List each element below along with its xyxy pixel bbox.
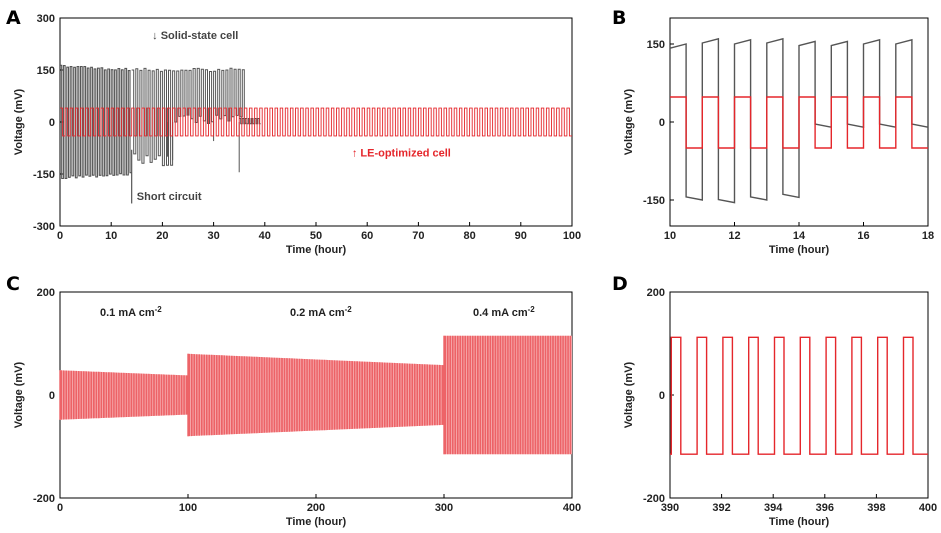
x-tick-label-c: 200 (307, 502, 325, 514)
x-tick-label-b: 18 (922, 230, 934, 242)
annotation-rate-2: 0.2 mA cm-2 (290, 305, 352, 320)
x-tick-label-b: 14 (793, 230, 806, 242)
x-tick-label-a: 80 (463, 230, 475, 242)
y-tick-label-a: 0 (49, 117, 55, 129)
x-tick-label-a: 30 (207, 230, 219, 242)
x-tick-label-b: 12 (728, 230, 740, 242)
y-tick-label-b: 150 (647, 39, 665, 51)
envelope-3 (444, 336, 572, 454)
y-tick-label-b: 0 (659, 117, 665, 129)
x-tick-label-d: 396 (816, 502, 834, 514)
x-tick-label-a: 50 (310, 230, 322, 242)
series-square-wave (670, 337, 928, 454)
panel-c: 0 100 200 300 400-2000200Time (hour)Voltage … (13, 287, 581, 528)
y-tick-label-d: 0 (659, 390, 665, 402)
x-tick-label-d: 394 (764, 502, 783, 514)
x-tick-label-a: 70 (412, 230, 424, 242)
y-tick-label-c: 0 (49, 390, 55, 402)
x-tick-label-a: 10 (105, 230, 117, 242)
x-tick-label-c: 100 (179, 502, 197, 514)
x-tick-label-d: 392 (712, 502, 730, 514)
x-tick-label-a: 90 (515, 230, 527, 242)
annotation-rate-sup: -2 (155, 305, 163, 314)
y-tick-label-d: -200 (643, 493, 665, 505)
panel-letter-b: B (612, 7, 626, 29)
y-axis-title-a: Voltage (mV) (13, 88, 25, 155)
y-tick-label-c: -200 (33, 493, 55, 505)
x-tick-label-a: 0 (57, 230, 63, 242)
y-tick-label-a: 300 (37, 13, 55, 25)
panel-d: 390 392 394 396 398 400-2000200Time (hour)Vol… (623, 287, 937, 528)
panel-letter-c: C (6, 273, 20, 295)
annotation-rate-1: 0.1 mA cm-2 (100, 305, 162, 320)
y-axis-title-c: Voltage (mV) (13, 361, 25, 428)
panel-letter-a: A (6, 7, 21, 29)
panel-b: 10 12 14 16 18 -150 0 150 Time (hour) Voltage (mV… (623, 18, 934, 256)
figure: A B C D 0 10 20 30 40 50 60 70 80 90 100-300-15001… (0, 0, 941, 533)
y-axis-title-d: Voltage (mV) (623, 361, 635, 428)
annotation-rate-sup: -2 (345, 305, 353, 314)
annotation-rate-text: 0.2 mA cm (290, 307, 345, 319)
annotation-short-circuit: Short circuit (137, 191, 202, 203)
x-tick-label-c: 300 (435, 502, 453, 514)
y-axis-title-b: Voltage (mV) (623, 88, 635, 155)
y-tick-label-a: -300 (33, 221, 55, 233)
x-axis-title-c: Time (hour) (286, 516, 347, 528)
annotation-rate-text: 0.4 mA cm (473, 307, 528, 319)
x-tick-label-a: 20 (156, 230, 168, 242)
y-tick-label-c: 200 (37, 287, 55, 299)
annotation-le-optimized: ↑ LE-optimized cell (352, 148, 451, 160)
plot-frame-d (670, 292, 928, 498)
y-tick-label-a: -150 (33, 169, 55, 181)
y-tick-label-a: 150 (37, 65, 55, 77)
x-tick-label-a: 40 (259, 230, 271, 242)
annotation-rate-3: 0.4 mA cm-2 (473, 305, 535, 320)
x-axis-title-b: Time (hour) (769, 244, 830, 256)
series-le-optimized (670, 97, 928, 148)
y-tick-label-b: -150 (643, 195, 665, 207)
x-tick-label-b: 16 (857, 230, 869, 242)
x-tick-label-d: 398 (867, 502, 885, 514)
x-tick-label-b: 10 (664, 230, 676, 242)
panel-a: 0 10 20 30 40 50 60 70 80 90 100 -300 -150 0 150 300 Tim… (13, 13, 581, 256)
x-axis-title-a: Time (hour) (286, 244, 347, 256)
annotation-rate-text: 0.1 mA cm (100, 307, 155, 319)
annotation-solid-state: ↓ Solid-state cell (152, 30, 238, 42)
y-tick-label-d: 200 (647, 287, 665, 299)
series-le-optimized (60, 108, 572, 136)
panel-letter-d: D (612, 273, 628, 295)
x-tick-label-c: 0 (57, 502, 63, 514)
x-tick-label-d: 400 (919, 502, 937, 514)
annotation-rate-sup: -2 (528, 305, 536, 314)
x-tick-label-a: 60 (361, 230, 373, 242)
envelope-1 (60, 370, 188, 419)
x-tick-label-a: 100 (563, 230, 581, 242)
x-tick-label-c: 400 (563, 502, 581, 514)
x-axis-title-d: Time (hour) (769, 516, 830, 528)
